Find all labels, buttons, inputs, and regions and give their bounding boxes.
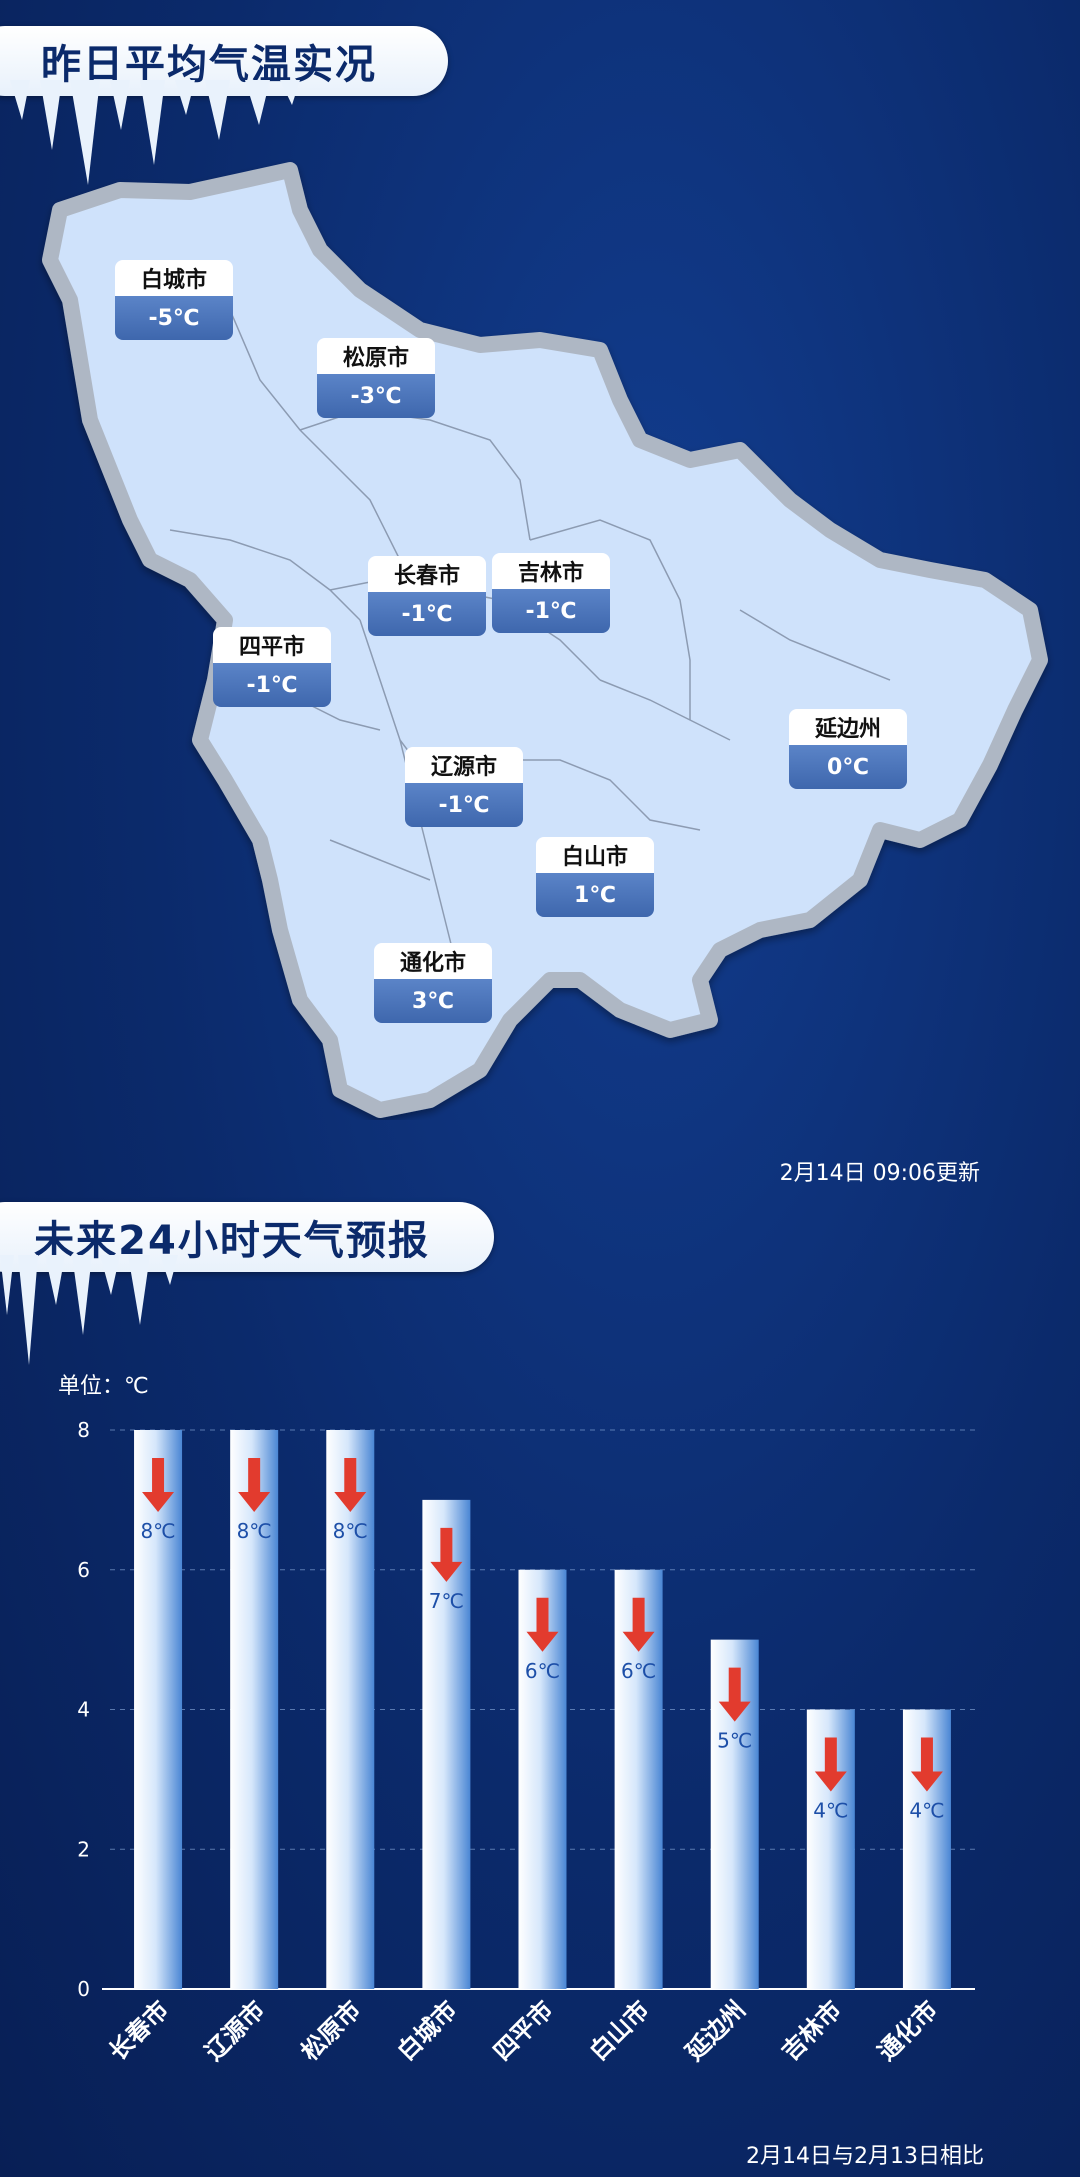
- bar-value-label: 7℃: [429, 1589, 464, 1613]
- y-tick-label: 2: [77, 1837, 90, 1861]
- city-name: 松原市: [317, 338, 435, 374]
- x-tick-label: 长春市: [104, 1995, 175, 2066]
- trend-down-arrow-icon: [622, 1597, 655, 1652]
- trend-down-arrow-icon: [334, 1458, 367, 1512]
- city-label-changchun: 长春市 -1℃: [368, 556, 486, 636]
- y-tick-label: 6: [77, 1558, 90, 1582]
- city-label-baishan: 白山市 1℃: [536, 837, 654, 917]
- city-name: 长春市: [368, 556, 486, 592]
- trend-down-arrow-icon: [910, 1737, 943, 1792]
- section-title-text: 未来24小时天气预报: [34, 1218, 430, 1264]
- forecast-bar-chart: 0 2 4 6 8 8℃ 8℃ 8℃ 7℃ 6℃ 6℃ 5℃ 4℃ 4℃ 长春市 辽源市 松原市 白城市 四平市…: [77, 1418, 975, 2067]
- unit-label: 单位：℃: [58, 1374, 149, 1399]
- trend-down-arrow-icon: [142, 1458, 175, 1512]
- x-tick-label: 通化市: [872, 1995, 943, 2066]
- trend-down-arrow-icon: [526, 1597, 559, 1652]
- y-tick-label: 4: [77, 1698, 90, 1722]
- x-tick-label: 四平市: [488, 1995, 559, 2066]
- city-temp: -1℃: [405, 783, 523, 827]
- city-temp: -1℃: [492, 589, 610, 633]
- bar-value-label: 4℃: [909, 1799, 944, 1823]
- compare-note: 2月14日与2月13日相比: [746, 2144, 984, 2169]
- city-label-siping: 四平市 -1℃: [213, 627, 331, 707]
- trend-down-arrow-icon: [718, 1667, 751, 1722]
- bar-value-label: 6℃: [621, 1659, 656, 1683]
- x-tick-label: 辽源市: [200, 1995, 271, 2066]
- bar-series: 8℃ 8℃ 8℃ 7℃ 6℃ 6℃ 5℃ 4℃ 4℃: [134, 1430, 951, 1989]
- update-time: 2月14日 09:06更新: [779, 1161, 980, 1186]
- city-label-tonghua: 通化市 3℃: [374, 943, 492, 1023]
- city-label-baicheng: 白城市 -5℃: [115, 260, 233, 340]
- city-name: 四平市: [213, 627, 331, 663]
- city-label-liaoyuan: 辽源市 -1℃: [405, 747, 523, 827]
- y-tick-label: 0: [77, 1977, 90, 2001]
- city-temp: -1℃: [213, 663, 331, 707]
- trend-down-arrow-icon: [814, 1737, 847, 1792]
- bar-value-label: 8℃: [237, 1519, 272, 1543]
- city-temp: -3℃: [317, 374, 435, 418]
- jilin-map: 白城市 -5℃ 松原市 -3℃ 长春市 -1℃ 吉林市 -1℃ 四平市 -1℃ …: [0, 140, 1080, 1120]
- city-temp: 3℃: [374, 979, 492, 1023]
- bar-value-label: 8℃: [140, 1519, 175, 1543]
- bar: [326, 1430, 375, 1989]
- city-name: 通化市: [374, 943, 492, 979]
- trend-down-arrow-icon: [430, 1527, 463, 1582]
- x-tick-label: 白城市: [392, 1995, 463, 2066]
- x-tick-label: 白山市: [584, 1995, 655, 2066]
- bar-value-label: 8℃: [333, 1519, 368, 1543]
- city-temp: -1℃: [368, 592, 486, 636]
- bar-value-label: 6℃: [525, 1659, 560, 1683]
- city-label-yanbian: 延边州 0℃: [789, 709, 907, 789]
- icicle-decoration: [0, 1255, 178, 1365]
- city-name: 白城市: [115, 260, 233, 296]
- bar: [134, 1430, 183, 1989]
- x-tick-label: 松原市: [296, 1995, 367, 2066]
- x-tick-label: 吉林市: [776, 1995, 847, 2066]
- x-tick-label: 延边州: [680, 1995, 751, 2066]
- y-tick-label: 8: [77, 1418, 90, 1442]
- x-axis-ticks: 长春市 辽源市 松原市 白城市 四平市 白山市 延边州 吉林市 通化市: [104, 1995, 944, 2066]
- bar-value-label: 5℃: [717, 1729, 752, 1753]
- icicle-decoration: [10, 80, 300, 185]
- city-temp: 1℃: [536, 873, 654, 917]
- city-label-jilin: 吉林市 -1℃: [492, 553, 610, 633]
- city-temp: 0℃: [789, 745, 907, 789]
- city-name: 白山市: [536, 837, 654, 873]
- city-name: 延边州: [789, 709, 907, 745]
- y-axis-ticks: 0 2 4 6 8: [77, 1418, 90, 2001]
- bar-value-label: 4℃: [813, 1799, 848, 1823]
- city-temp: -5℃: [115, 296, 233, 340]
- city-name: 辽源市: [405, 747, 523, 783]
- trend-down-arrow-icon: [238, 1458, 271, 1512]
- city-label-songyuan: 松原市 -3℃: [317, 338, 435, 418]
- city-name: 吉林市: [492, 553, 610, 589]
- bar: [230, 1430, 279, 1989]
